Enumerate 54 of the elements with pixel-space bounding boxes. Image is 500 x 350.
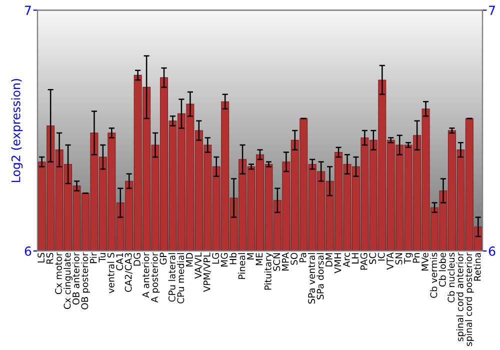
x-tick-label: Cb nucleus [448, 252, 455, 302]
x-tick-label: Pa [299, 253, 306, 262]
x-tick-label: SPa dorsal [316, 253, 324, 300]
x-tick-label: MVe [422, 252, 428, 271]
x-tick-label: spinal cord posterior [464, 252, 474, 346]
x-tick-label: A posterior [150, 252, 160, 303]
x-tick-label: Hb [229, 252, 236, 264]
x-tick-label: Pn [412, 253, 420, 263]
x-tick-label: A anterior [142, 252, 150, 298]
y2-tick-label: 6 [488, 246, 496, 256]
x-tick-label: CPu lateral [168, 253, 176, 302]
x-tick-label: Pineal [238, 253, 246, 279]
x-tick-label: VA/VL [194, 252, 202, 279]
x-tick-label: MPA [282, 252, 289, 271]
x-tick-label: CA2/CA3 [124, 253, 132, 292]
x-tick-label: Retina [474, 253, 481, 281]
x-tick-label: OB anterior [72, 252, 80, 305]
x-tick-label: ME [256, 252, 263, 266]
x-tick-label: Pituitary [264, 252, 274, 290]
x-tick-label: VPM/VPL [203, 252, 212, 292]
x-tick-label: Arc [343, 252, 350, 268]
x-tick-label: IC [378, 252, 385, 261]
x-tick-label: RS [46, 252, 54, 264]
x-tick-label: Cb vermis [430, 252, 438, 298]
x-tick-label: Cx motor [55, 252, 62, 294]
x-tick-label: LH [352, 253, 359, 264]
x-tick-label: MD [186, 252, 193, 266]
x-tick-label: Cb lobe [438, 252, 446, 287]
x-tick-label: VTA [386, 252, 394, 270]
x-tick-label: SC [369, 252, 376, 264]
x-tick-label: Pir [90, 252, 97, 264]
x-tick-label: M [247, 253, 254, 260]
x-tick-label: CA1 [116, 253, 124, 270]
x-tick-label: SN [395, 253, 402, 264]
x-tick-label: PAG [360, 253, 368, 270]
x-tick-label: LG [212, 253, 220, 264]
x-tick-label: DM [326, 253, 332, 266]
x-tick-label: VMH [334, 253, 342, 274]
x-tick-label: Tu [98, 253, 106, 262]
x-tick-label: Tg [404, 253, 413, 264]
x-tick-label: GP [160, 252, 167, 264]
y2-tick-label: 7 [489, 6, 495, 15]
x-tick-label: SO [290, 252, 298, 265]
x-tick-label: CPu medial [177, 253, 184, 304]
x-tick-label: MG [220, 253, 228, 266]
x-tick-label: ventral S [107, 252, 114, 294]
x-tick-label: Cx cingulate [64, 252, 72, 309]
x-tick-label: SPa ventral [308, 253, 316, 304]
x-tick-label: OB posterior [81, 252, 90, 310]
x-tick-label: LS [38, 252, 45, 262]
x-tick-label: DG [134, 253, 141, 266]
x-tick-label: spinal cord anterior [456, 252, 466, 342]
x-tick-label: SCN [273, 253, 280, 271]
y-axis-title: Log2 (expression) [11, 78, 23, 182]
